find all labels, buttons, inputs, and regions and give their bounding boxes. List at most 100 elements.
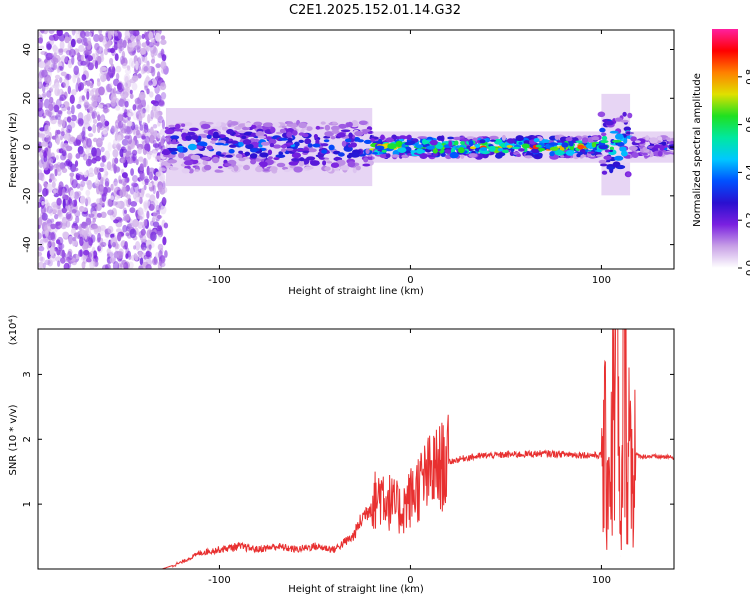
spectrogram-blob [162, 180, 166, 190]
spectrogram-blob [497, 148, 503, 152]
spectrogram-blob [401, 154, 409, 158]
spectrogram-blob [38, 216, 43, 227]
spectrogram-blob [287, 137, 293, 143]
x-tick-label: 100 [592, 275, 611, 286]
spectrogram-blob [165, 165, 173, 168]
spectrogram-blob [50, 85, 57, 90]
spectrogram-blob [100, 146, 105, 153]
spectrogram-blob [75, 33, 82, 41]
spectrogram-blob [115, 72, 120, 80]
snr-frame [37, 328, 675, 570]
spectrogram-blob [191, 135, 199, 140]
spectrogram-blob [137, 207, 144, 216]
spectrogram-blob [47, 67, 55, 73]
spectrogram-blob [58, 110, 63, 115]
spectrogram-blob [330, 162, 340, 168]
spectrogram-blob [269, 143, 275, 148]
spectrogram-blob [151, 78, 158, 87]
spectrogram-blob [201, 135, 208, 138]
spectrogram-blob [59, 77, 63, 83]
spectrogram-blob [454, 140, 459, 146]
spectrogram-blob [39, 238, 44, 248]
spectrogram-blob [145, 65, 152, 74]
spectrogram-blob [81, 130, 86, 140]
spectrogram-blob [363, 157, 369, 163]
spectrogram-blob [124, 75, 129, 84]
colorbar-tick-label: 0.0 [745, 260, 750, 276]
spectrogram-blob [177, 146, 184, 153]
spectrogram-blob [59, 135, 63, 141]
spectrogram-blob [117, 82, 123, 91]
spectrogram-blob [506, 138, 515, 144]
spectrogram-blob [137, 34, 142, 40]
spectrogram-blob [104, 150, 110, 160]
spectrogram-blob [49, 158, 54, 167]
spectrogram-blob [160, 82, 167, 91]
spectrogram-blob [83, 65, 87, 74]
spectrogram-blob [95, 156, 101, 162]
colorbar-tick-label: 0.6 [745, 117, 750, 133]
spectrogram-blob [41, 212, 48, 221]
spectrogram-blob [86, 258, 92, 263]
spectrogram-blob [150, 100, 157, 105]
spectrogram-blob [49, 96, 54, 104]
spectrogram-blob [38, 45, 45, 50]
spectrogram-blob [65, 49, 72, 56]
spectrogram-region [161, 108, 375, 187]
spectrogram-blob [51, 181, 56, 189]
spectrogram-blob [130, 254, 136, 261]
spectrogram-blob [137, 147, 142, 155]
spectrogram-blob [85, 196, 91, 206]
spectrogram-blob [268, 156, 273, 160]
spectrogram-blob [141, 98, 147, 109]
spectrogram-blob [79, 195, 86, 205]
spectrogram-blob [516, 154, 521, 157]
spectrogram-blob [53, 189, 57, 195]
spectrogram-blob [161, 119, 165, 130]
spectrogram-blob [116, 166, 120, 172]
spectrogram-blob [365, 148, 370, 155]
spectrogram-blob [135, 159, 139, 166]
spectrogram-blob [253, 139, 260, 142]
spectrogram-blob [106, 161, 112, 171]
spectrogram-blob [160, 60, 167, 70]
spectrogram-blob [42, 176, 46, 185]
spectrogram-blob [149, 200, 156, 211]
spectrogram-blob [59, 94, 67, 101]
spectrogram-blob [143, 124, 149, 134]
spectrogram-blob [44, 59, 48, 64]
spectrogram-blob [185, 135, 193, 142]
spectrogram-blob [74, 160, 79, 168]
spectrogram-blob [108, 165, 114, 172]
spectrogram-blob [94, 183, 100, 189]
spectrogram-blob [156, 214, 162, 220]
spectrogram-blob [604, 149, 610, 153]
spectrogram-blob [88, 106, 93, 114]
spectrogram-blob [148, 171, 153, 181]
spectrogram-blob [141, 42, 147, 48]
spectrogram-blob [480, 147, 488, 151]
spectrogram-blob [119, 189, 126, 197]
spectrogram-blob [291, 152, 301, 159]
spectrogram-blob [160, 136, 164, 147]
spectrogram-blob [460, 141, 465, 145]
spectrogram-blob [162, 236, 167, 246]
spectrogram-blob [197, 135, 202, 141]
spectrogram-blob [87, 172, 95, 177]
spectrogram-blob [64, 36, 70, 44]
spectrogram-blob [85, 158, 92, 167]
spectrogram-blob [468, 140, 474, 147]
spectrogram-blob [62, 231, 69, 238]
spectrogram-blob [101, 155, 107, 163]
spectrogram-blob [71, 179, 78, 189]
spectrogram-blob [38, 159, 44, 169]
spectrogram-blob [129, 228, 137, 239]
snr-series-line [38, 329, 674, 569]
spectrogram-blob [138, 102, 142, 113]
spectrogram-blob [70, 257, 76, 262]
spectrogram-blob [71, 30, 76, 36]
spectrogram-blob [38, 133, 46, 138]
spectrogram-blob [330, 125, 340, 131]
spectrogram-blob [38, 101, 44, 109]
spectrogram-blob [38, 261, 44, 269]
